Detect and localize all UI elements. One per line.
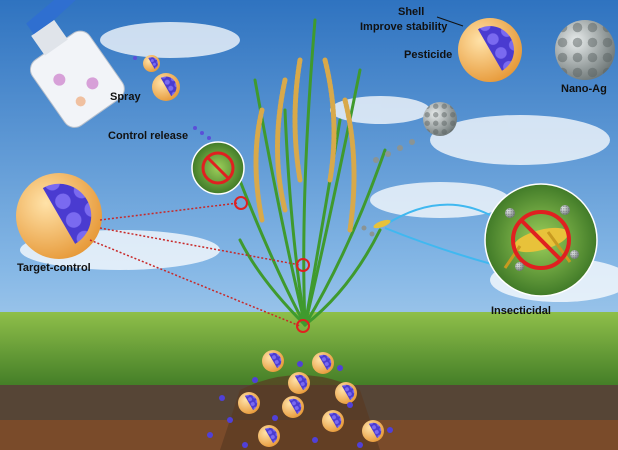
label-pesticide: Pesticide — [404, 49, 452, 61]
label-shell: Shell — [398, 6, 424, 18]
label-insecticidal: Insecticidal — [491, 305, 551, 317]
label-spray: Spray — [110, 91, 141, 103]
control-release-icon — [192, 142, 244, 194]
insecticidal-icon — [485, 184, 597, 296]
label-target-control: Target-control — [17, 262, 91, 274]
label-nano-ag: Nano-Ag — [561, 83, 607, 95]
nano-ag-legend — [555, 20, 615, 80]
illustration: Shell Improve stability Pesticide Nano-A… — [0, 0, 618, 450]
label-control-release: Control release — [108, 130, 188, 142]
nano-ag-particle — [423, 102, 457, 136]
label-improve-stability: Improve stability — [360, 21, 448, 33]
